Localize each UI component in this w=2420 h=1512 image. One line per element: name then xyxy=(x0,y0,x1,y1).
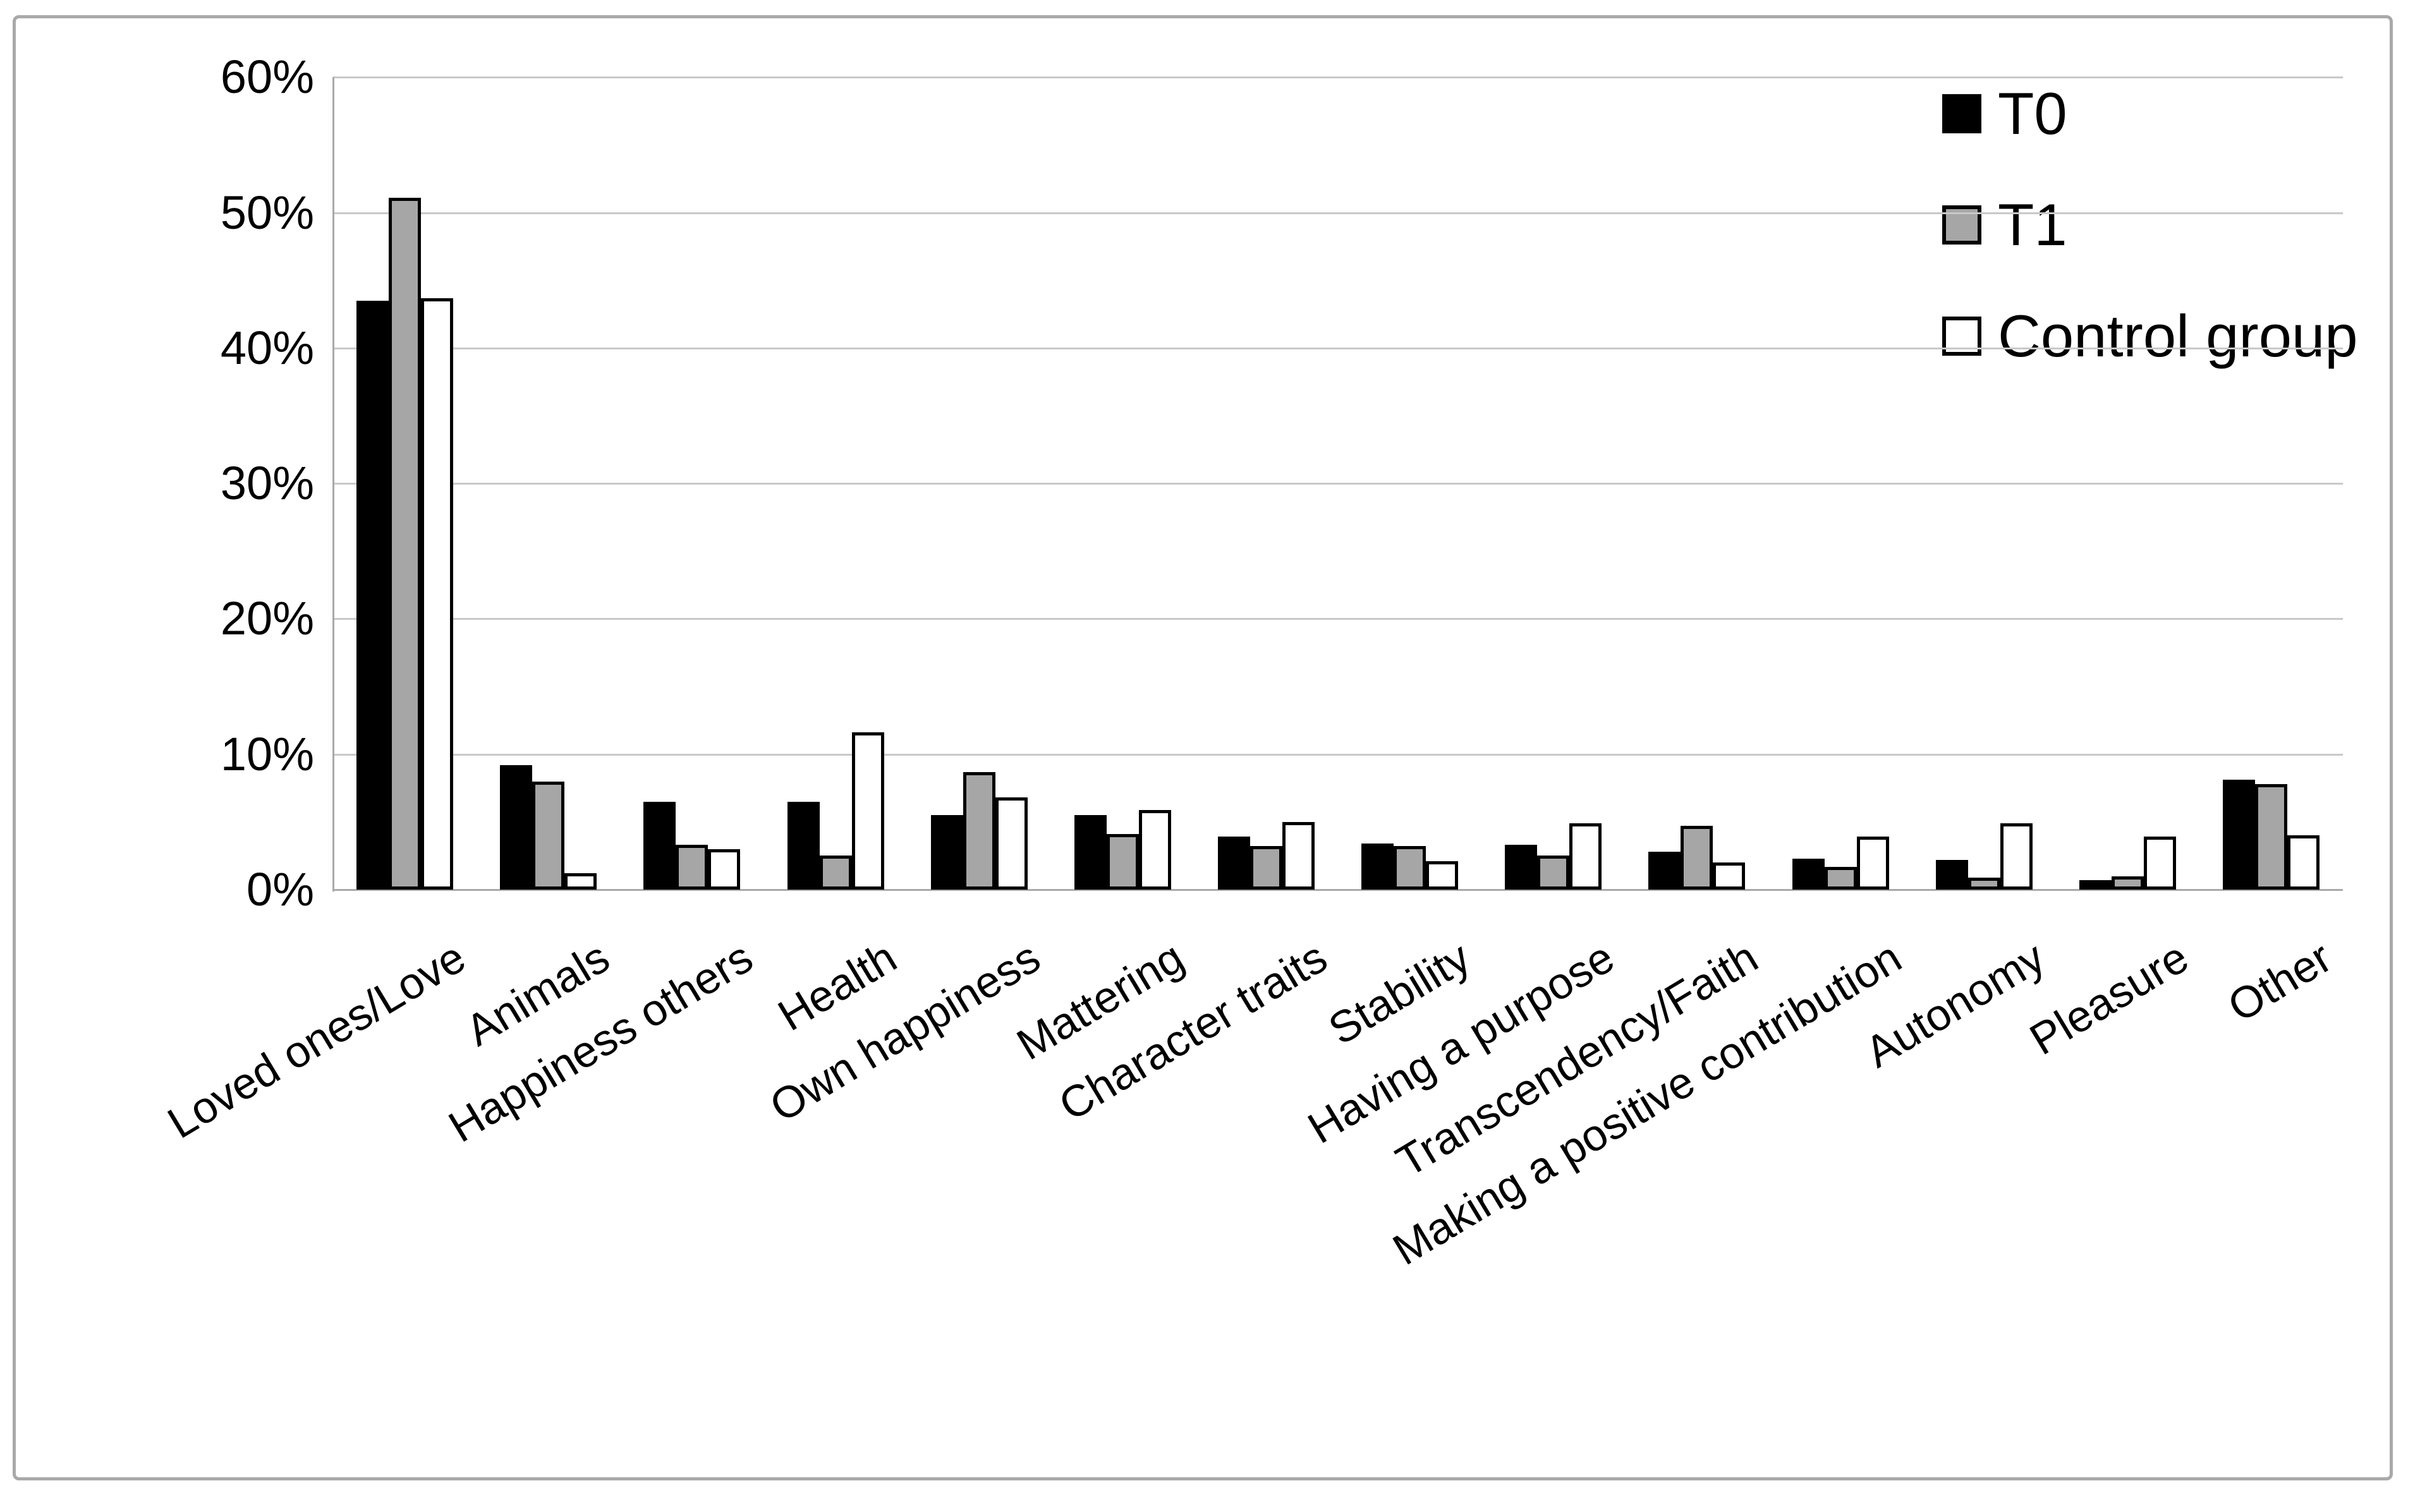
bar-t0 xyxy=(2079,880,2112,890)
bar-t0 xyxy=(1935,859,1968,890)
bar-t1 xyxy=(1681,826,1713,890)
bar-t0 xyxy=(1792,858,1825,890)
legend-item-t0: T0 xyxy=(1942,83,2358,145)
bar-t1 xyxy=(1967,877,2000,890)
bar-t0 xyxy=(1505,845,1538,890)
legend-swatch-icon xyxy=(1942,205,1981,245)
gridline-10 xyxy=(333,753,2343,756)
legend-label: T0 xyxy=(1998,80,2067,147)
bar-t1 xyxy=(819,856,852,890)
bar-t0 xyxy=(1217,837,1250,890)
bar-t1 xyxy=(532,781,565,890)
bar-t1 xyxy=(2254,783,2287,890)
bar-control-group xyxy=(1282,821,1315,890)
bar-control-group xyxy=(1138,809,1171,890)
bar-control-group xyxy=(1426,861,1459,890)
bar-control-group xyxy=(995,797,1028,890)
y-tick-label-10: 10% xyxy=(220,727,314,780)
y-tick-label-40: 40% xyxy=(220,321,314,374)
bar-t1 xyxy=(963,771,995,890)
y-tick-label-20: 20% xyxy=(220,592,314,645)
bar-t1 xyxy=(1394,846,1426,890)
bar-t1 xyxy=(676,845,708,890)
y-tick-label-30: 30% xyxy=(220,457,314,510)
bar-control-group xyxy=(1713,862,1746,890)
legend: T0 T1 Control group xyxy=(1931,74,2369,376)
gridline-50 xyxy=(333,212,2343,214)
gridline-60 xyxy=(333,76,2343,79)
bar-t0 xyxy=(1074,815,1107,890)
legend-swatch-icon xyxy=(1942,317,1981,356)
x-axis-label: Pleasure xyxy=(2021,932,2197,1065)
bar-control-group xyxy=(1569,823,1602,890)
bar-t0 xyxy=(2222,780,2255,890)
x-axis-label: Other xyxy=(2220,932,2340,1032)
legend-label: Control group xyxy=(1998,303,2358,369)
bar-t1 xyxy=(1250,846,1282,890)
legend-label: T1 xyxy=(1998,191,2067,258)
gridline-20 xyxy=(333,618,2343,620)
bar-t0 xyxy=(1361,844,1394,890)
legend-swatch-icon xyxy=(1942,94,1981,133)
bar-t1 xyxy=(1824,866,1857,890)
legend-item-t1: T1 xyxy=(1942,194,2358,256)
bar-t0 xyxy=(787,801,820,890)
bar-t0 xyxy=(1648,851,1681,890)
y-tick-label-60: 60% xyxy=(220,51,314,104)
bar-t0 xyxy=(500,765,533,890)
bar-t1 xyxy=(1106,834,1139,890)
bar-control-group xyxy=(564,873,597,890)
y-axis-line xyxy=(332,77,334,892)
bar-t1 xyxy=(2111,876,2144,890)
bar-control-group xyxy=(2143,837,2176,890)
y-tick-label-0: 0% xyxy=(246,863,314,916)
bar-control-group xyxy=(1856,837,1889,890)
bar-control-group xyxy=(2287,835,2320,890)
bar-control-group xyxy=(2000,823,2033,890)
y-tick-label-50: 50% xyxy=(220,186,314,239)
gridline-40 xyxy=(333,347,2343,349)
gridline-30 xyxy=(333,483,2343,485)
bar-control-group xyxy=(421,298,454,890)
bar-control-group xyxy=(851,732,884,890)
bar-t1 xyxy=(1537,856,1570,890)
legend-item-control-group: Control group xyxy=(1942,305,2358,367)
bar-t0 xyxy=(643,801,676,890)
x-axis-label: Loved ones/Love xyxy=(159,932,474,1148)
chart-frame: T0 T1 Control group 0% 10% 20% 30% 40% 50% 60% Lo… xyxy=(13,15,2393,1480)
bar-control-group xyxy=(708,849,741,890)
gridline-0 xyxy=(333,889,2343,891)
bar-t0 xyxy=(356,300,389,890)
bar-t0 xyxy=(930,815,963,890)
bar-t1 xyxy=(389,197,422,890)
